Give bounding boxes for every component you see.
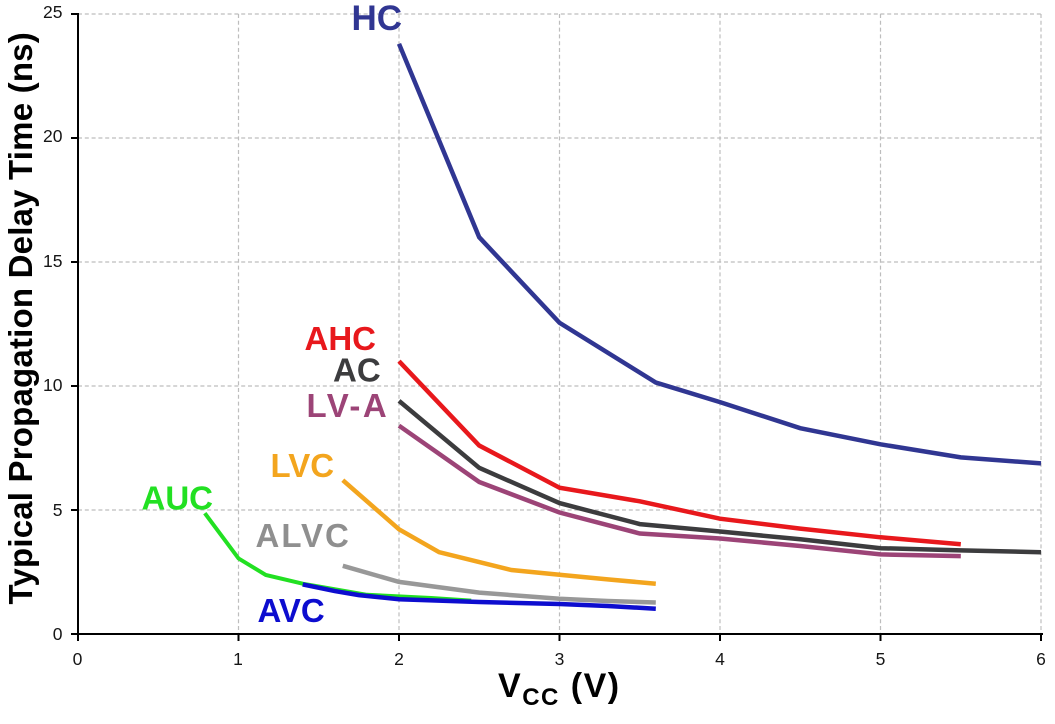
svg-text:5: 5 — [876, 649, 886, 669]
svg-text:3: 3 — [555, 649, 565, 669]
svg-text:1: 1 — [233, 649, 243, 669]
svg-text:15: 15 — [43, 251, 62, 271]
svg-text:AUC: AUC — [142, 480, 214, 517]
svg-text:LV-A: LV-A — [307, 387, 390, 424]
svg-text:6: 6 — [1036, 649, 1046, 669]
svg-text:20: 20 — [43, 126, 63, 146]
svg-text:AC: AC — [333, 352, 381, 389]
svg-text:VCC (V): VCC (V) — [498, 667, 621, 711]
svg-text:Typical Propagation Delay Time: Typical Propagation Delay Time (ns) — [2, 32, 39, 604]
svg-text:2: 2 — [394, 649, 404, 669]
svg-text:4: 4 — [715, 649, 725, 669]
svg-text:ALVC: ALVC — [256, 517, 351, 554]
svg-text:0: 0 — [73, 649, 83, 669]
svg-text:AHC: AHC — [305, 320, 377, 357]
svg-text:HC: HC — [352, 0, 403, 38]
svg-text:25: 25 — [43, 2, 62, 22]
svg-text:0: 0 — [53, 624, 63, 644]
svg-text:5: 5 — [53, 500, 63, 520]
svg-text:LVC: LVC — [271, 447, 335, 484]
svg-text:AVC: AVC — [258, 592, 325, 629]
svg-text:10: 10 — [43, 375, 63, 395]
